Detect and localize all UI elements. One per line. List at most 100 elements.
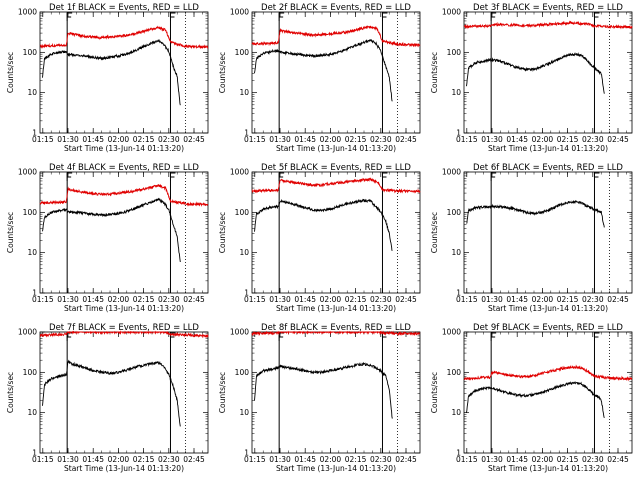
x-tick-label: 01:30 <box>269 455 291 464</box>
y-tick-label: 10 <box>27 88 37 97</box>
x-axis-label: Start Time (13-Jun-14 01:13:20) <box>276 304 396 313</box>
y-axis-label: Counts/sec <box>218 372 227 413</box>
x-tick-label: 01:45 <box>506 135 528 144</box>
x-tick-label: 01:15 <box>456 455 478 464</box>
x-tick-label: 01:30 <box>481 295 503 304</box>
series-lld-line <box>463 364 633 382</box>
x-tick-label: 02:15 <box>557 455 579 464</box>
x-tick-label: 02:15 <box>345 135 367 144</box>
y-axis-label: Counts/sec <box>430 212 439 253</box>
y-axis-label: Counts/sec <box>6 52 15 93</box>
panel-det-3: Det 3f BLACK = Events, RED = LLD 1 10 100 10… <box>430 3 633 153</box>
x-tick-label: 02:45 <box>607 295 629 304</box>
plot-frame <box>463 171 633 294</box>
x-tick-label: 01:45 <box>82 135 104 144</box>
y-tick-label: 1000 <box>230 328 249 337</box>
series-events-line <box>466 52 605 94</box>
plot-frame <box>39 171 209 294</box>
marker-flag <box>490 12 497 21</box>
panel-det-8: Det 8f BLACK = Events, RED = LLD 1 10 100 10… <box>218 323 421 473</box>
series-lld-line <box>251 177 421 194</box>
y-tick-label: 10 <box>239 88 249 97</box>
panel-title: Det 5f BLACK = Events, RED = LLD <box>261 163 411 173</box>
y-tick-label: 10 <box>239 408 249 417</box>
y-axis-label: Counts/sec <box>218 52 227 93</box>
y-tick-label: 1 <box>456 129 461 138</box>
x-tick-label: 01:30 <box>269 295 291 304</box>
x-axis-label: Start Time (13-Jun-14 01:13:20) <box>276 144 396 153</box>
x-tick-label: 01:30 <box>269 135 291 144</box>
series-events-line <box>254 198 393 252</box>
x-tick-label: 01:45 <box>506 295 528 304</box>
x-tick-label: 01:30 <box>57 295 79 304</box>
marker-flag <box>594 12 600 21</box>
y-tick-label: 100 <box>447 208 462 217</box>
panel-det-7: Det 7f BLACK = Events, RED = LLD 1 10 100 10… <box>6 323 209 473</box>
panel-det-6: Det 6f BLACK = Events, RED = LLD 1 10 100 10… <box>430 163 633 313</box>
x-tick-label: 01:45 <box>82 295 104 304</box>
plot-frame <box>251 171 421 294</box>
y-tick-label: 1000 <box>230 8 249 17</box>
y-tick-label: 100 <box>235 48 250 57</box>
x-tick-label: 01:45 <box>82 455 104 464</box>
marker-flag <box>594 332 600 341</box>
x-tick-label: 02:30 <box>158 135 180 144</box>
series-events-line <box>466 380 605 419</box>
x-tick-label: 02:45 <box>607 455 629 464</box>
x-tick-label: 02:30 <box>582 295 604 304</box>
y-tick-label: 1 <box>244 449 249 458</box>
x-tick-label: 02:30 <box>582 135 604 144</box>
y-tick-label: 1000 <box>442 168 461 177</box>
x-axis-label: Start Time (13-Jun-14 01:13:20) <box>276 464 396 473</box>
y-tick-label: 1000 <box>442 8 461 17</box>
panel-det-4: Det 4f BLACK = Events, RED = LLD 1 10 100 10… <box>6 163 209 313</box>
y-tick-label: 1 <box>32 289 37 298</box>
x-tick-label: 01:45 <box>506 455 528 464</box>
marker-flag <box>490 172 497 181</box>
marker-flag <box>490 332 497 341</box>
panel-title: Det 8f BLACK = Events, RED = LLD <box>261 323 411 333</box>
y-tick-label: 100 <box>447 368 462 377</box>
marker-flag <box>170 172 176 181</box>
panel-title: Det 3f BLACK = Events, RED = LLD <box>473 3 623 13</box>
y-tick-label: 1000 <box>18 168 37 177</box>
marker-flag <box>382 172 388 181</box>
x-axis-label: Start Time (13-Jun-14 01:13:20) <box>488 304 608 313</box>
x-tick-label: 02:30 <box>370 295 392 304</box>
plot-frame <box>463 331 633 454</box>
x-tick-label: 02:15 <box>133 295 155 304</box>
y-tick-label: 100 <box>447 48 462 57</box>
x-tick-label: 02:15 <box>345 295 367 304</box>
plot-frame <box>39 331 209 454</box>
y-tick-label: 1000 <box>18 8 37 17</box>
x-tick-label: 02:00 <box>320 295 342 304</box>
x-tick-label: 02:30 <box>582 455 604 464</box>
x-tick-label: 02:45 <box>183 455 205 464</box>
x-tick-label: 02:30 <box>370 455 392 464</box>
y-tick-label: 10 <box>451 248 461 257</box>
series-events-line <box>254 38 393 102</box>
x-tick-label: 01:15 <box>244 455 266 464</box>
series-lld-line <box>39 330 209 339</box>
x-tick-label: 02:45 <box>395 135 417 144</box>
plot-frame <box>251 331 421 454</box>
x-tick-label: 02:00 <box>108 455 130 464</box>
marker-flag <box>66 12 73 21</box>
x-tick-label: 02:00 <box>108 135 130 144</box>
x-tick-label: 01:15 <box>456 295 478 304</box>
panel-title: Det 4f BLACK = Events, RED = LLD <box>49 163 199 173</box>
x-tick-label: 01:45 <box>294 295 316 304</box>
x-tick-label: 01:15 <box>32 295 54 304</box>
x-tick-label: 01:15 <box>32 455 54 464</box>
series-events-line <box>254 361 393 419</box>
y-axis-label: Counts/sec <box>218 212 227 253</box>
y-axis-label: Counts/sec <box>430 52 439 93</box>
x-tick-label: 01:45 <box>294 135 316 144</box>
x-tick-label: 01:30 <box>481 455 503 464</box>
y-tick-label: 1000 <box>18 328 37 337</box>
series-lld-line <box>463 20 633 30</box>
series-events-line <box>42 197 181 263</box>
x-tick-label: 02:00 <box>108 295 130 304</box>
panel-title: Det 1f BLACK = Events, RED = LLD <box>49 3 199 13</box>
